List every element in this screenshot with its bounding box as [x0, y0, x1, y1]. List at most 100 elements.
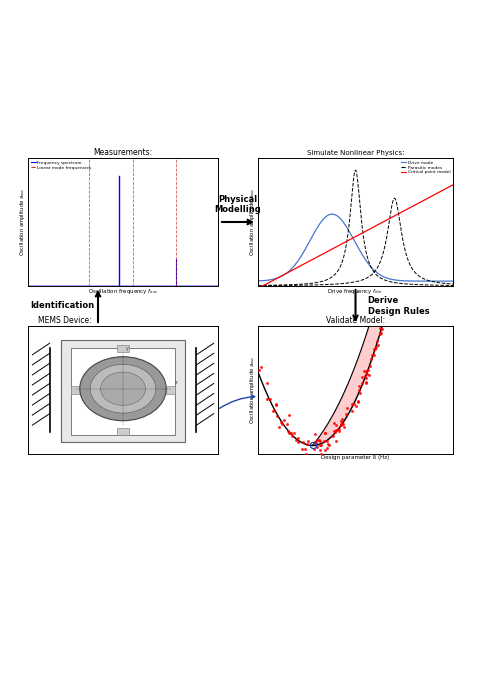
Title: Simulate Nonlinear Physics:: Simulate Nonlinear Physics: — [307, 151, 404, 156]
Bar — [44, 80, 59, 84]
Point — [396, 253, 404, 264]
Bar — [80, 85, 94, 89]
Text: CHEMNITZ: CHEMNITZ — [26, 121, 72, 130]
Point — [294, 437, 302, 447]
Point — [361, 377, 369, 388]
Point — [445, 193, 453, 204]
Bar — [80, 90, 94, 93]
Point — [278, 419, 286, 430]
Y-axis label: Oscillation amplitude $a_{osc}$: Oscillation amplitude $a_{osc}$ — [18, 188, 26, 256]
Point — [428, 193, 436, 204]
Point — [295, 433, 302, 444]
Point — [285, 428, 293, 439]
Point — [387, 304, 395, 315]
Bar — [117, 345, 129, 351]
Point — [257, 362, 265, 373]
Point — [288, 431, 296, 442]
Title: Measurements:: Measurements: — [94, 148, 153, 157]
Point — [316, 445, 324, 456]
Point — [401, 233, 409, 244]
Bar — [26, 76, 41, 79]
Circle shape — [100, 372, 145, 405]
Point — [370, 343, 378, 354]
Point — [276, 416, 284, 427]
Bar — [97, 85, 112, 89]
Text: TECHNISCHE UNIVERSITÄT: TECHNISCHE UNIVERSITÄT — [26, 107, 140, 116]
Point — [383, 303, 391, 314]
Point — [303, 439, 311, 449]
Text: Physical Modelling and: Physical Modelling and — [118, 488, 362, 507]
Point — [372, 341, 379, 352]
Text: x: x — [175, 379, 178, 385]
Text: Identification: Identification — [30, 302, 94, 311]
Point — [335, 424, 343, 434]
Point — [301, 444, 309, 455]
Point — [376, 328, 384, 339]
Point — [284, 426, 292, 437]
Bar — [62, 71, 76, 74]
Title: Validate Model:: Validate Model: — [326, 316, 385, 326]
Point — [286, 409, 293, 420]
Point — [299, 437, 306, 447]
Point — [425, 193, 432, 204]
Text: Institut für Mikrosystem- und Halbleitertechnik: Institut für Mikrosystem- und Halbleiter… — [180, 59, 349, 65]
Point — [446, 193, 454, 204]
Point — [384, 300, 392, 311]
Point — [427, 193, 434, 204]
Point — [390, 274, 397, 285]
Point — [299, 443, 306, 454]
Point — [416, 193, 423, 204]
Bar — [166, 385, 175, 394]
Text: Systems: Systems — [195, 624, 285, 643]
Text: Identification of Nonlinear Effects: Identification of Nonlinear Effects — [61, 535, 419, 554]
Point — [386, 294, 394, 305]
Point — [315, 435, 323, 446]
Point — [446, 193, 454, 204]
Point — [358, 378, 365, 389]
Point — [263, 378, 270, 389]
Legend: Drive mode, Parasitic modes, Critical point model: Drive mode, Parasitic modes, Critical po… — [400, 160, 451, 175]
Point — [438, 193, 446, 204]
Point — [331, 427, 339, 438]
Legend: Frequency spectrum, Linear mode frequencies: Frequency spectrum, Linear mode frequenc… — [30, 160, 92, 170]
Point — [364, 364, 372, 375]
Point — [324, 440, 332, 451]
Point — [356, 384, 363, 395]
Point — [340, 422, 348, 432]
Point — [272, 400, 280, 411]
Point — [316, 439, 324, 450]
Point — [358, 371, 366, 382]
Point — [329, 431, 337, 442]
X-axis label: Drive frequency $f_{drv}$: Drive frequency $f_{drv}$ — [327, 287, 384, 296]
Point — [312, 437, 319, 447]
Bar — [44, 90, 59, 93]
Point — [448, 193, 456, 204]
Point — [336, 419, 344, 430]
Text: y: y — [126, 347, 129, 351]
Point — [430, 193, 438, 204]
Point — [332, 425, 339, 436]
Point — [284, 419, 291, 430]
Bar — [26, 90, 41, 93]
Bar — [97, 90, 112, 93]
Point — [266, 394, 274, 405]
Text: Derive
Design Rules: Derive Design Rules — [368, 296, 429, 316]
Bar — [61, 340, 185, 443]
Point — [337, 419, 345, 430]
Point — [369, 350, 376, 361]
Point — [395, 264, 402, 274]
Point — [415, 193, 423, 204]
Bar — [97, 76, 112, 79]
Point — [324, 442, 331, 453]
Point — [376, 323, 384, 334]
Bar — [62, 76, 76, 79]
Point — [396, 249, 404, 259]
Point — [356, 381, 363, 392]
Text: Fakultät für Elektrotechnik und: Fakultät für Elektrotechnik und — [180, 13, 329, 22]
Bar — [26, 85, 41, 89]
Bar — [80, 71, 94, 74]
Point — [337, 416, 345, 427]
Point — [313, 434, 321, 445]
Point — [321, 428, 329, 439]
Point — [320, 435, 328, 446]
